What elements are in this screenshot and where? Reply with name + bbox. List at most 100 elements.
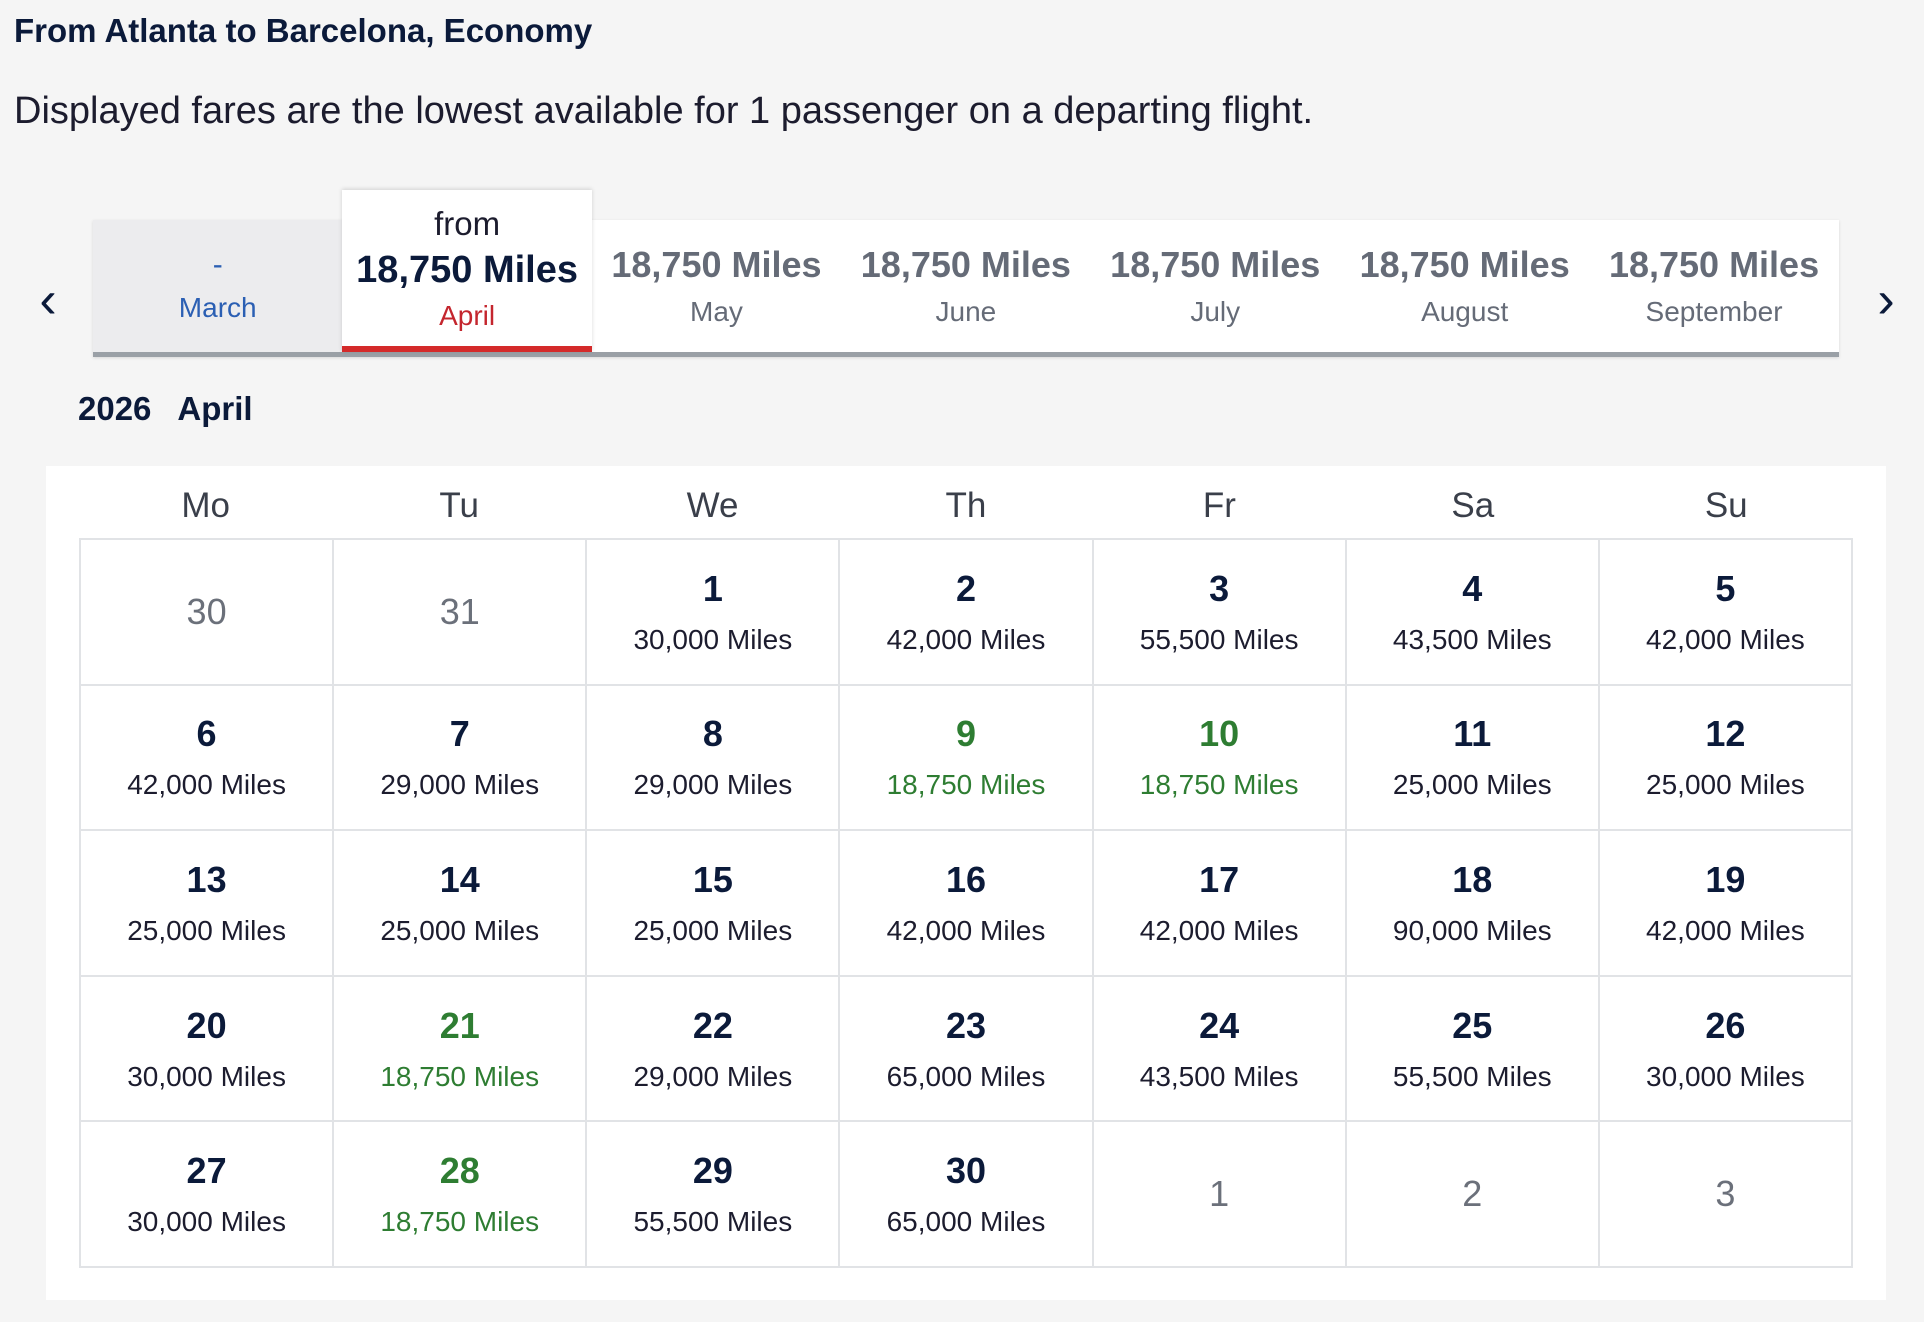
calendar-day[interactable]: 29 55,500 Miles <box>587 1122 841 1268</box>
calendar-day[interactable]: 9 18,750 Miles <box>840 685 1094 832</box>
weekday-label: Mo <box>181 486 231 525</box>
calendar-day[interactable]: 5 42,000 Miles <box>1599 540 1853 686</box>
calendar-day[interactable]: 18 90,000 Miles <box>1346 831 1600 977</box>
day-number: 3 <box>1715 1173 1736 1215</box>
month-tab-from-label: from <box>434 204 501 242</box>
month-tab-label: April <box>439 299 496 331</box>
day-fare: 25,000 Miles <box>1392 769 1552 801</box>
calendar-panel: Mo Tu We Th Fr Sa Su 30 31 1 30,000 Miles 2 42,000 … <box>46 466 1886 1300</box>
day-number: 19 <box>1705 858 1746 900</box>
day-fare: 90,000 Miles <box>1392 914 1552 946</box>
calendar-day-outside-month: 31 <box>334 540 588 686</box>
calendar-day[interactable]: 14 25,000 Miles <box>334 831 588 977</box>
calendar-day[interactable]: 11 25,000 Miles <box>1346 685 1600 832</box>
calendar-month: April <box>177 390 253 427</box>
day-number: 5 <box>1715 567 1736 609</box>
month-tab-march[interactable]: - March <box>93 220 343 352</box>
day-number: 13 <box>186 858 227 900</box>
calendar-day[interactable]: 6 42,000 Miles <box>81 685 335 832</box>
day-fare: 25,000 Miles <box>633 914 793 946</box>
calendar-day[interactable]: 12 25,000 Miles <box>1599 685 1853 832</box>
month-tab-april[interactable]: from 18,750 Miles April <box>342 190 592 352</box>
day-number: 8 <box>702 713 723 755</box>
day-number: 14 <box>439 858 480 900</box>
calendar-day[interactable]: 24 43,500 Miles <box>1093 976 1347 1123</box>
month-tab-label: July <box>1190 296 1241 327</box>
month-tab-may[interactable]: 18,750 Miles May <box>592 220 841 352</box>
day-number: 20 <box>186 1004 227 1046</box>
calendar-day[interactable]: 1 30,000 Miles <box>587 540 841 686</box>
month-tab-july[interactable]: 18,750 Miles July <box>1091 220 1340 352</box>
day-number: 17 <box>1199 858 1240 900</box>
day-number: 30 <box>945 1150 987 1192</box>
day-number: 15 <box>692 858 733 900</box>
chevron-right-icon[interactable]: › <box>1877 271 1895 329</box>
day-fare: 43,500 Miles <box>1392 623 1552 655</box>
month-selector: - March from 18,750 Miles April 18,750 Miles M… <box>93 190 1839 357</box>
day-number: 11 <box>1453 713 1492 755</box>
month-tab-fare: 18,750 Miles <box>356 248 578 291</box>
month-tab-fare: 18,750 Miles <box>1359 244 1570 285</box>
day-fare: 30,000 Miles <box>127 1206 286 1238</box>
day-fare: 18,750 Miles <box>886 769 1046 801</box>
day-number: 22 <box>692 1004 733 1046</box>
day-number: 24 <box>1199 1004 1240 1046</box>
day-number: 16 <box>945 858 987 900</box>
weekday-label: Su <box>1704 486 1748 525</box>
calendar-day-outside-month: 30 <box>81 540 335 686</box>
day-fare: 42,000 Miles <box>1139 914 1299 946</box>
calendar-day[interactable]: 3 55,500 Miles <box>1093 540 1347 686</box>
weekday-label: Tu <box>439 486 479 525</box>
day-number: 30 <box>186 590 227 632</box>
calendar-day[interactable]: 23 65,000 Miles <box>840 976 1094 1123</box>
month-tab-label: June <box>935 296 997 327</box>
day-number: 6 <box>196 713 217 755</box>
calendar-day[interactable]: 17 42,000 Miles <box>1093 831 1347 977</box>
calendar-day[interactable]: 2 42,000 Miles <box>840 540 1094 686</box>
calendar-day[interactable]: 10 18,750 Miles <box>1093 685 1347 832</box>
calendar-day[interactable]: 22 29,000 Miles <box>587 976 841 1123</box>
day-fare: 25,000 Miles <box>1646 769 1805 801</box>
calendar-day[interactable]: 16 42,000 Miles <box>840 831 1094 977</box>
day-number: 3 <box>1209 567 1230 609</box>
calendar-day[interactable]: 25 55,500 Miles <box>1346 976 1600 1123</box>
day-number: 23 <box>945 1004 987 1046</box>
calendar-day-outside-month: 1 <box>1093 1122 1347 1268</box>
calendar-day[interactable]: 30 65,000 Miles <box>840 1122 1094 1268</box>
day-fare: 42,000 Miles <box>1646 623 1805 655</box>
month-tab-september[interactable]: 18,750 Miles September <box>1589 220 1838 352</box>
month-tab-june[interactable]: 18,750 Miles June <box>841 220 1090 352</box>
day-number: 1 <box>702 567 723 609</box>
weekday-label: Th <box>945 486 987 525</box>
weekday-label: Sa <box>1451 486 1495 525</box>
day-number: 21 <box>439 1004 480 1046</box>
calendar-day-outside-month: 2 <box>1346 1122 1600 1268</box>
calendar-day[interactable]: 4 43,500 Miles <box>1346 540 1600 686</box>
day-fare: 30,000 Miles <box>127 1060 286 1092</box>
day-fare: 30,000 Miles <box>633 623 793 655</box>
day-fare: 18,750 Miles <box>380 1060 540 1092</box>
calendar-day[interactable]: 7 29,000 Miles <box>334 685 588 832</box>
month-tab-fare: 18,750 Miles <box>860 244 1071 285</box>
day-number: 10 <box>1199 713 1240 755</box>
day-fare: 42,000 Miles <box>886 914 1046 946</box>
calendar-day[interactable]: 15 25,000 Miles <box>587 831 841 977</box>
month-tab-august[interactable]: 18,750 Miles August <box>1340 220 1589 352</box>
day-fare: 65,000 Miles <box>886 1206 1046 1238</box>
month-tab-fare: 18,750 Miles <box>1110 244 1321 285</box>
calendar-day[interactable]: 13 25,000 Miles <box>81 831 335 977</box>
calendar-day[interactable]: 8 29,000 Miles <box>587 685 841 832</box>
chevron-left-icon[interactable]: ‹ <box>39 271 57 329</box>
calendar-day[interactable]: 19 42,000 Miles <box>1599 831 1853 977</box>
calendar-day[interactable]: 26 30,000 Miles <box>1599 976 1853 1123</box>
day-number: 28 <box>439 1150 480 1192</box>
calendar-day[interactable]: 27 30,000 Miles <box>81 1122 335 1268</box>
day-number: 31 <box>439 590 480 632</box>
day-fare: 18,750 Miles <box>380 1206 540 1238</box>
day-fare: 42,000 Miles <box>127 769 286 801</box>
month-tab-fare: 18,750 Miles <box>611 244 822 285</box>
day-fare: 42,000 Miles <box>1646 914 1805 946</box>
calendar-day[interactable]: 28 18,750 Miles <box>334 1122 588 1268</box>
calendar-day[interactable]: 21 18,750 Miles <box>334 976 588 1123</box>
calendar-day[interactable]: 20 30,000 Miles <box>81 976 335 1123</box>
